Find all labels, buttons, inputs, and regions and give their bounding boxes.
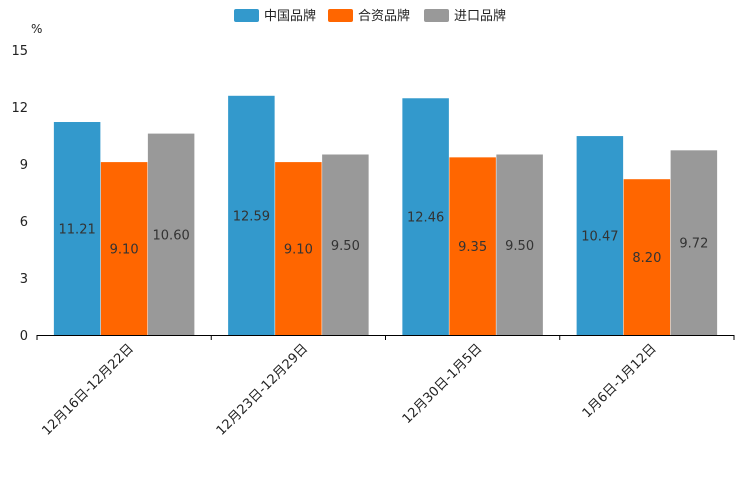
y-tick-label: 3 (20, 272, 28, 287)
data-label: 10.47 (581, 230, 618, 245)
x-tick-label: 12月30日-1月5日 (400, 341, 486, 427)
y-tick-label: 15 (11, 44, 28, 59)
legend-swatch (424, 9, 449, 22)
bar-series-3-cat-4 (670, 150, 718, 335)
x-tick-label: 12月23日-12月29日 (214, 341, 311, 438)
bar-series-2-cat-2 (275, 162, 322, 335)
legend: 中国品牌 合资品牌 进口品牌 (234, 8, 506, 24)
data-label: 11.21 (59, 223, 96, 238)
bar-series-1-cat-3 (402, 98, 449, 335)
data-label: 9.72 (679, 237, 708, 252)
data-label: 12.59 (233, 209, 270, 224)
data-labels: 11.21 9.10 10.60 12.59 9.10 9.50 12.46 9.35 9.50… (59, 209, 709, 266)
bars (53, 95, 718, 335)
data-label: 9.10 (284, 243, 313, 258)
legend-swatch (328, 9, 353, 22)
data-label: 9.50 (331, 239, 360, 254)
data-label: 9.35 (458, 240, 487, 255)
y-tick-label: 6 (20, 215, 28, 230)
data-label: 9.50 (505, 239, 534, 254)
data-label: 10.60 (153, 228, 190, 243)
legend-item-3[interactable]: 进口品牌 (424, 8, 506, 24)
y-axis: 0 3 6 9 12 15 (11, 44, 28, 344)
bar-series-3-cat-2 (322, 154, 369, 335)
legend-label: 中国品牌 (264, 8, 316, 24)
legend-label: 合资品牌 (358, 8, 410, 24)
bar-series-3-cat-1 (147, 133, 195, 335)
legend-label: 进口品牌 (454, 8, 506, 24)
legend-item-1[interactable]: 中国品牌 (234, 8, 316, 24)
data-label: 12.46 (407, 211, 444, 226)
legend-item-2[interactable]: 合资品牌 (328, 8, 410, 24)
y-axis-unit-label: % (31, 22, 42, 36)
bar-series-2-cat-3 (449, 157, 496, 335)
bar-series-1-cat-2 (228, 95, 275, 335)
data-label: 9.10 (110, 243, 139, 258)
y-tick-label: 0 (20, 329, 28, 344)
x-tick-label: 1月6日-1月12日 (580, 341, 660, 421)
bar-series-2-cat-1 (100, 162, 148, 335)
x-axis: 12月16日-12月22日 12月23日-12月29日 12月30日-1月5日 1月6… (36, 335, 735, 439)
bar-series-3-cat-3 (496, 154, 543, 335)
bar-series-1-cat-4 (576, 136, 624, 335)
x-tick-label: 12月16日-12月22日 (39, 341, 136, 438)
legend-swatch (234, 9, 259, 22)
bar-series-1-cat-1 (53, 122, 101, 335)
bar-series-2-cat-4 (623, 179, 671, 335)
data-label: 8.20 (632, 251, 661, 266)
y-tick-label: 12 (11, 101, 28, 116)
y-tick-label: 9 (20, 158, 28, 173)
